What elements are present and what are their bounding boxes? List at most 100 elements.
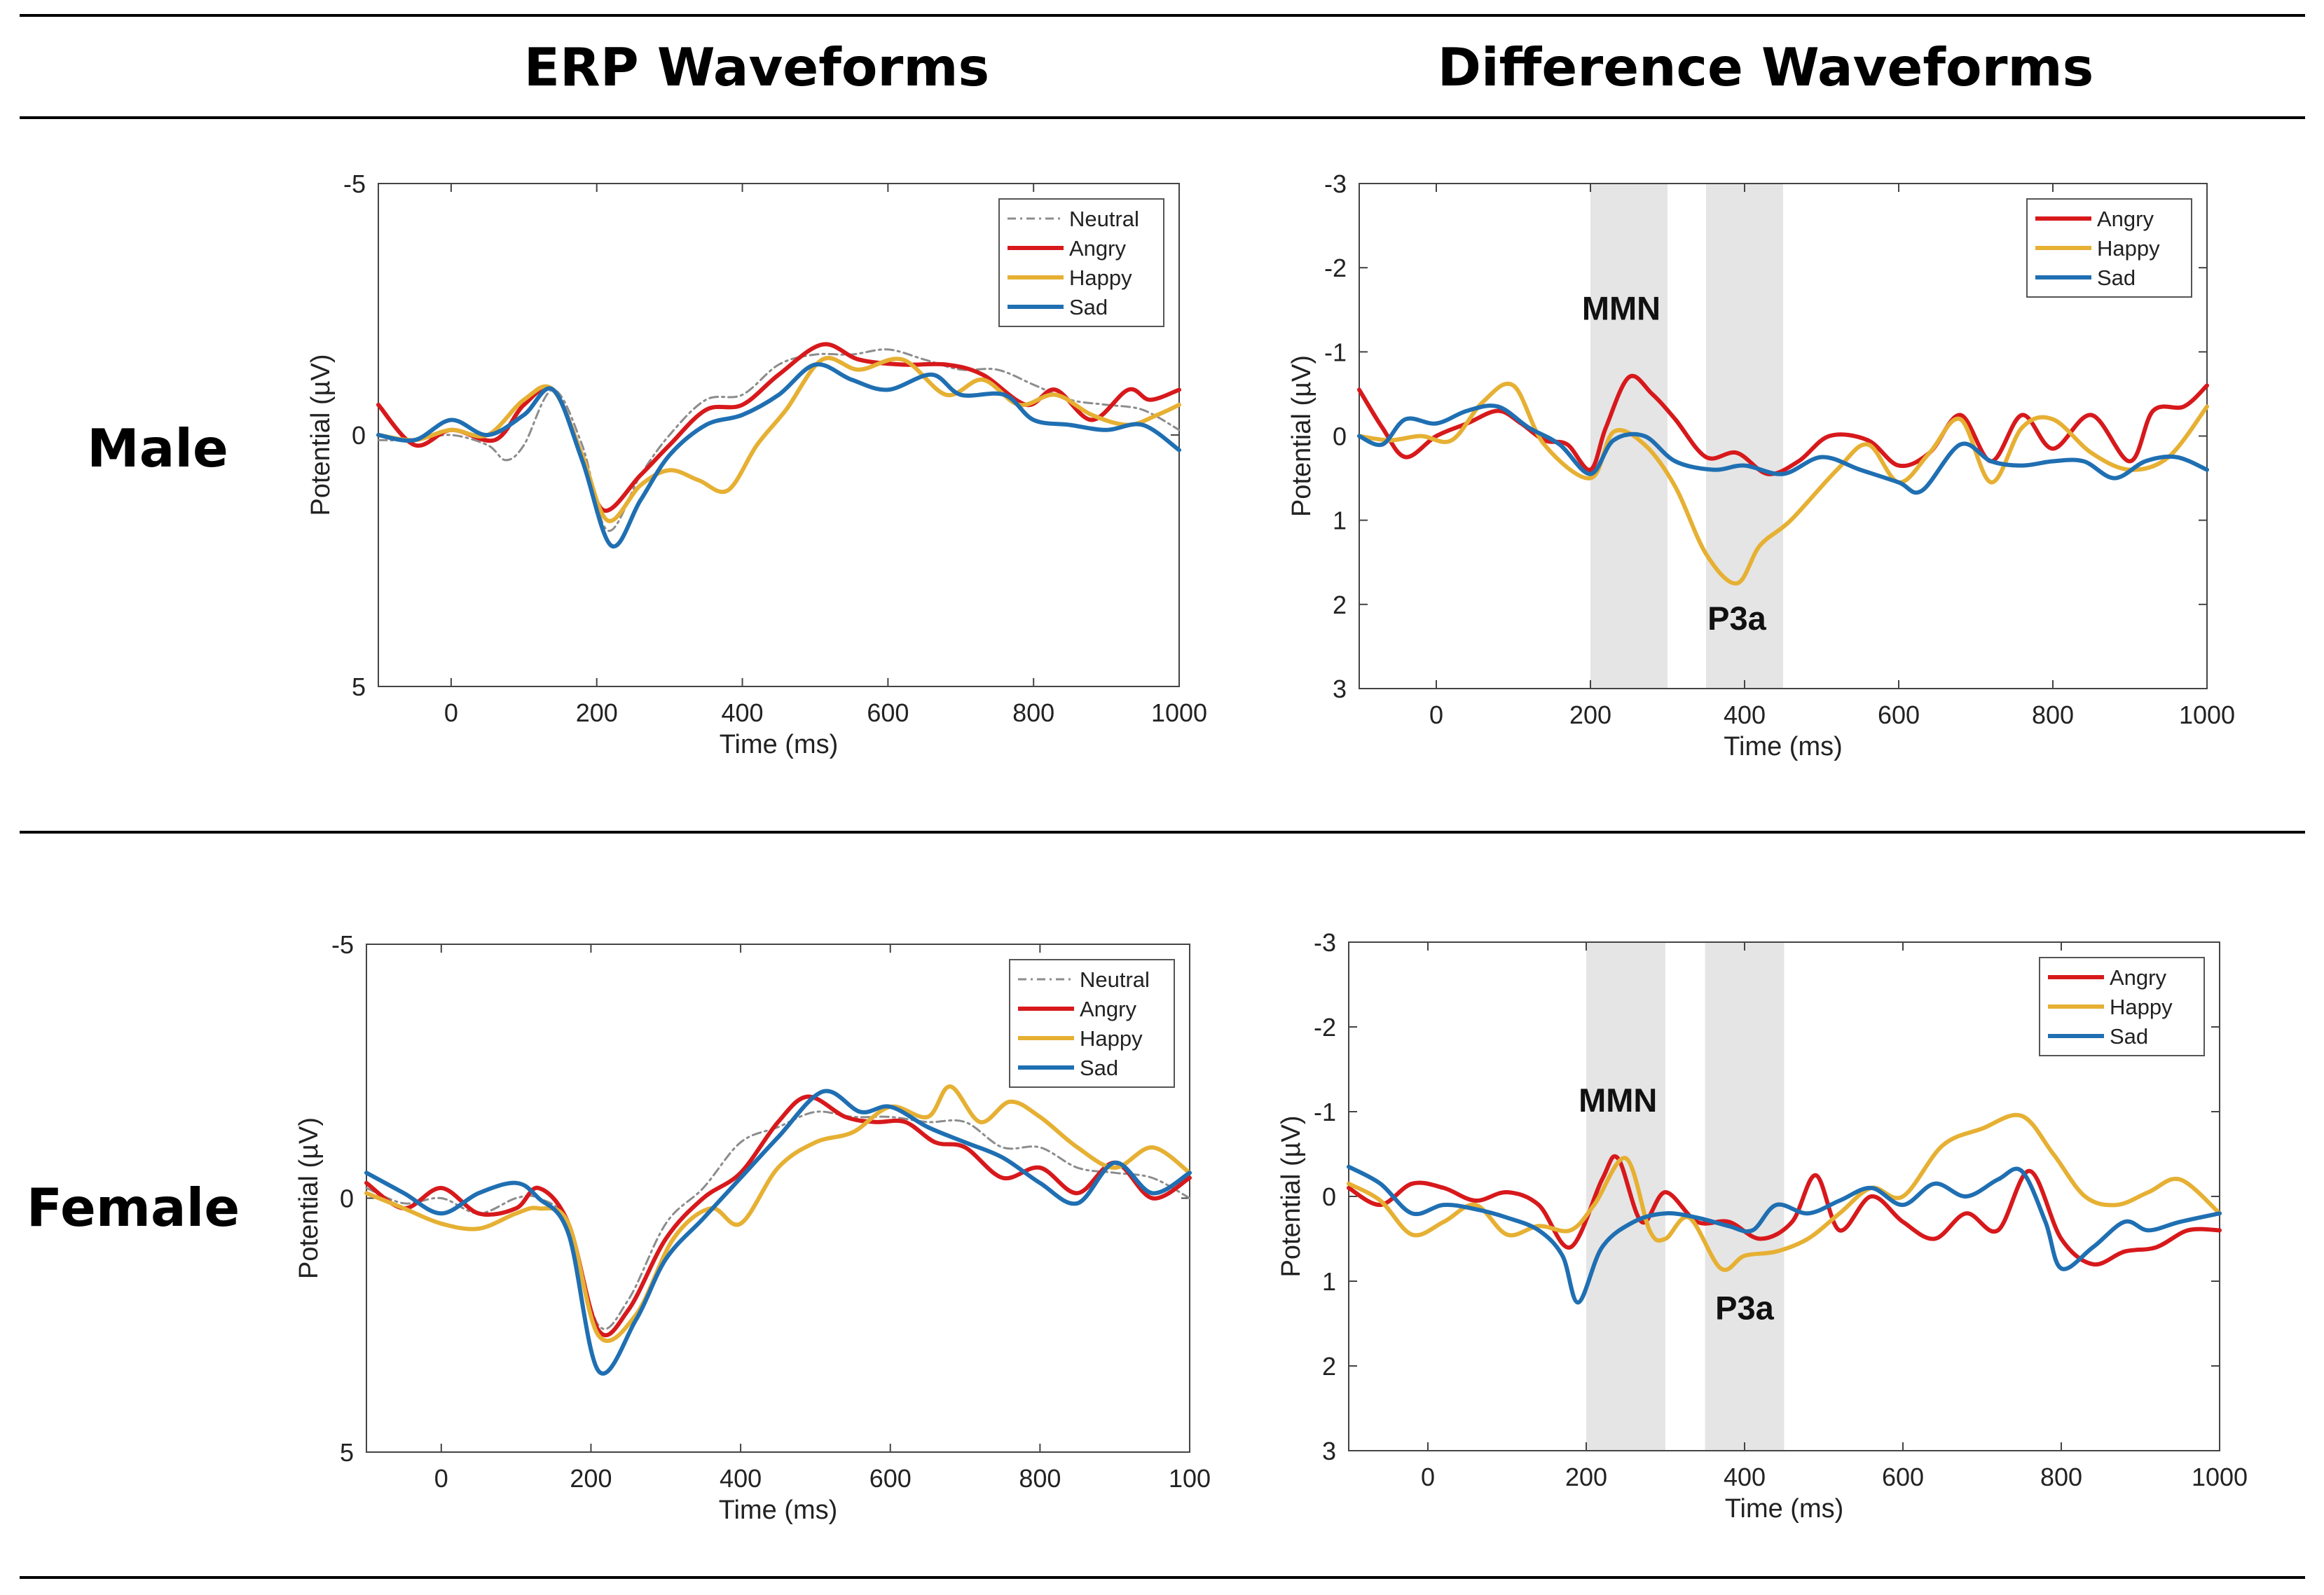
y-tick-label: -5	[331, 930, 354, 959]
legend: Angry Happy Sad	[2026, 198, 2192, 298]
x-axis-label: Time (ms)	[719, 1496, 838, 1525]
y-tick-label: 2	[1333, 591, 1347, 619]
series-line-angry	[1347, 1154, 2222, 1267]
x-tick-label: 0	[1421, 1463, 1435, 1491]
legend: Neutral Angry Happy Sad	[998, 198, 1164, 327]
legend-label-happy: Happy	[1069, 265, 1132, 290]
legend-box	[998, 198, 1164, 327]
x-tick-label: 800	[1012, 698, 1054, 727]
legend-label-sad: Sad	[2097, 265, 2136, 290]
x-tick-label: 400	[720, 1464, 762, 1493]
col-title-difference: Difference Waveforms	[1438, 36, 2094, 98]
x-tick-label: 800	[2032, 700, 2074, 729]
y-tick-label: -3	[1324, 170, 1347, 198]
legend-label-sad: Sad	[1080, 1056, 1118, 1080]
x-tick-label: 200	[1569, 700, 1611, 729]
legend-label-happy: Happy	[2110, 995, 2173, 1019]
legend-label-neutral: Neutral	[1080, 967, 1150, 992]
y-axis-label: Potential (µV)	[1277, 1116, 1306, 1278]
row-label-female: Female	[27, 1177, 240, 1238]
series-line-happy	[1357, 382, 2209, 586]
time-window-p3a	[1705, 942, 1785, 1451]
legend-label-sad: Sad	[1069, 295, 1108, 319]
series-line-sad	[1357, 403, 2209, 495]
chart-female-erp: 0 200 400 600 800 100 -5 0 5 Time (ms) Potential (…	[294, 930, 1211, 1525]
annotation-mmn: MMN	[1582, 290, 1661, 327]
legend-label-neutral: Neutral	[1069, 207, 1139, 231]
series-line-happy	[1347, 1112, 2222, 1272]
x-tick-label: 400	[722, 698, 764, 727]
time-window-p3a	[1706, 184, 1783, 689]
y-tick-label: -5	[343, 170, 366, 198]
series-line-happy	[364, 1084, 1192, 1343]
legend-label-angry: Angry	[1080, 997, 1136, 1021]
y-tick-label: -2	[1324, 254, 1347, 282]
legend-label-angry: Angry	[2110, 965, 2166, 990]
y-tick-label: 1	[1333, 506, 1347, 535]
annotation-p3a: P3a	[1707, 600, 1766, 637]
x-tick-label: 600	[869, 1464, 912, 1493]
chart-male-erp: 0 200 400 600 800 1000 -5 0 5 Time (ms) Potential …	[306, 170, 1207, 759]
x-tick-label: 100	[1169, 1464, 1211, 1493]
x-axis-label: Time (ms)	[1725, 1494, 1844, 1524]
annotation-mmn: MMN	[1579, 1082, 1657, 1119]
col-title-erp: ERP Waveforms	[524, 36, 989, 98]
x-axis-label: Time (ms)	[720, 730, 839, 759]
x-tick-label: 200	[570, 1464, 612, 1493]
row-label-male: Male	[87, 417, 228, 479]
chart-male-difference: 0 200 400 600 800 1000 -3 -2 -1 0 1 2 3 Time (ms) Pote…	[1287, 170, 2235, 761]
x-axis-label: Time (ms)	[1724, 732, 1843, 761]
y-tick-label: 2	[1322, 1352, 1336, 1381]
y-axis-label: Potential (µV)	[294, 1117, 324, 1279]
x-tick-label: 600	[1882, 1463, 1924, 1491]
series-line-sad	[364, 1089, 1192, 1376]
series-line-angry	[364, 1094, 1192, 1337]
y-tick-label: 0	[1333, 422, 1347, 451]
legend-label-happy: Happy	[1080, 1026, 1143, 1051]
x-tick-label: 1000	[1151, 698, 1207, 727]
y-tick-label: -2	[1314, 1013, 1336, 1042]
legend-label-angry: Angry	[2097, 207, 2154, 231]
x-tick-label: 200	[576, 698, 618, 727]
x-tick-label: 800	[2040, 1463, 2082, 1491]
y-tick-label: 5	[340, 1438, 354, 1467]
series-line-angry	[1357, 373, 2209, 476]
series-line-sad	[376, 362, 1181, 549]
legend-label-happy: Happy	[2097, 236, 2160, 261]
y-tick-label: -1	[1314, 1098, 1336, 1126]
y-tick-label: -1	[1324, 338, 1347, 366]
y-tick-label: 0	[340, 1185, 354, 1213]
x-tick-label: 400	[1724, 700, 1766, 729]
y-tick-label: 0	[1322, 1182, 1336, 1211]
legend-label-sad: Sad	[2110, 1024, 2148, 1049]
series-line-happy	[376, 356, 1181, 523]
y-tick-label: 5	[352, 672, 366, 701]
x-tick-label: 400	[1724, 1463, 1766, 1491]
x-tick-label: 0	[444, 698, 458, 727]
y-tick-label: 3	[1322, 1437, 1336, 1465]
y-tick-label: -3	[1314, 928, 1336, 957]
y-tick-label: 1	[1322, 1267, 1336, 1296]
series-line-neutral	[365, 1110, 1191, 1330]
legend-label-angry: Angry	[1069, 236, 1126, 261]
x-tick-label: 0	[1429, 700, 1443, 729]
x-tick-label: 0	[434, 1464, 448, 1493]
series-line-neutral	[377, 348, 1181, 532]
x-tick-label: 1000	[2192, 1463, 2248, 1491]
series-line-sad	[1347, 1164, 2222, 1305]
series-line-angry	[376, 342, 1181, 513]
chart-female-difference: 0 200 400 600 800 1000 -3 -2 -1 0 1 2 3 Time (ms) Pote…	[1277, 928, 2248, 1524]
x-tick-label: 200	[1565, 1463, 1607, 1491]
y-axis-label: Potential (µV)	[1287, 355, 1316, 517]
legend: Neutral Angry Happy Sad	[1009, 959, 1175, 1088]
y-tick-label: 0	[352, 421, 366, 450]
x-tick-label: 1000	[2179, 700, 2235, 729]
x-tick-label: 600	[867, 698, 909, 727]
legend: Angry Happy Sad	[2039, 957, 2205, 1056]
x-tick-label: 600	[1878, 700, 1920, 729]
annotation-p3a: P3a	[1715, 1289, 1774, 1326]
y-tick-label: 3	[1333, 675, 1347, 703]
x-tick-label: 800	[1019, 1464, 1061, 1493]
y-axis-label: Potential (µV)	[306, 354, 336, 516]
